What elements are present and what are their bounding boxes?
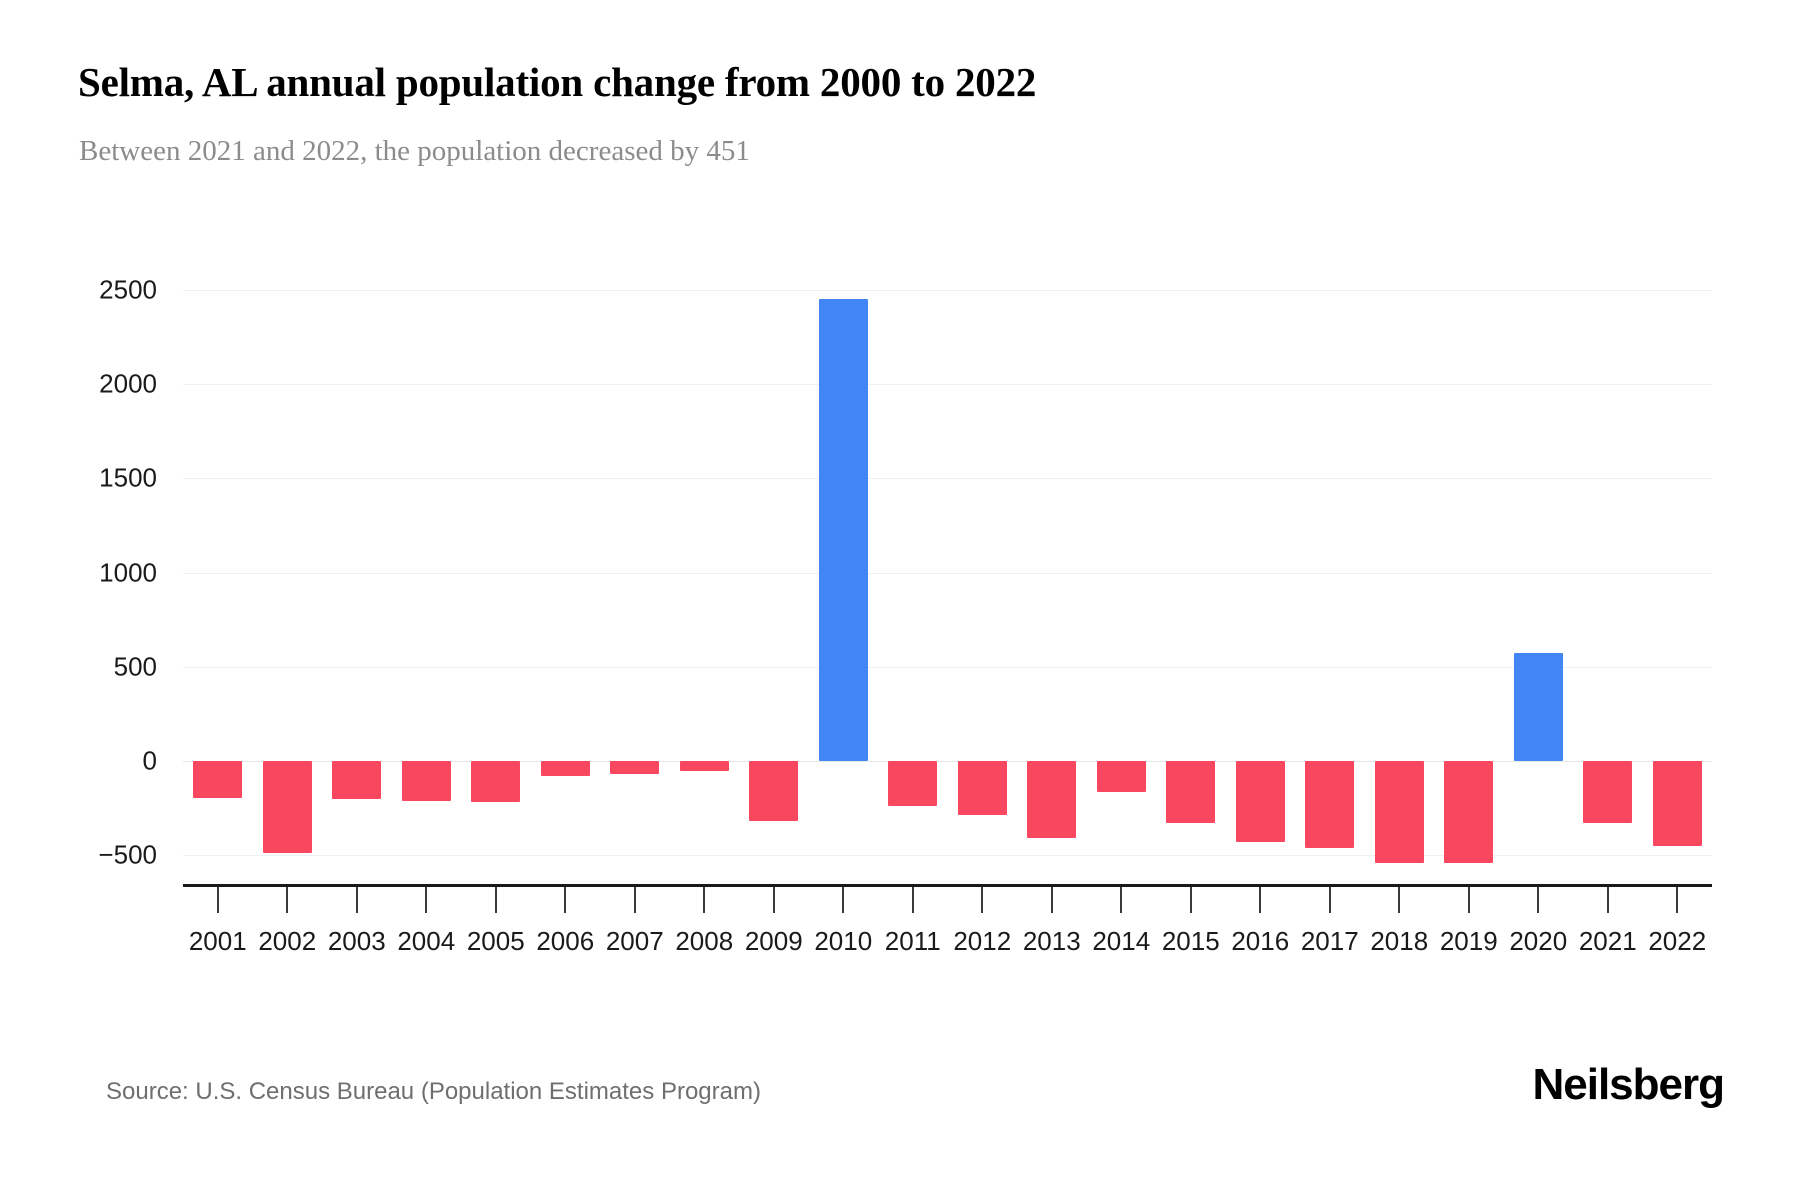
x-axis-tick (286, 887, 289, 913)
x-axis-tick (981, 887, 984, 913)
x-axis-tick-label: 2007 (605, 926, 664, 956)
x-axis-tick (1606, 887, 1609, 913)
x-axis-tick (633, 887, 636, 913)
x-axis-tick (1050, 887, 1053, 913)
x-axis-tick-label: 2011 (884, 926, 941, 956)
bar-2008[interactable] (679, 760, 729, 772)
y-axis-tick-label: 1500 (99, 462, 157, 493)
bar-2007[interactable] (610, 760, 660, 774)
x-axis-tick-label: 2014 (1092, 926, 1151, 956)
y-axis-tick-label: 0 (142, 745, 157, 776)
zero-line (183, 760, 1712, 762)
x-axis-tick-label: 2021 (1578, 926, 1637, 956)
gridline (183, 572, 1712, 574)
bar-2001[interactable] (193, 760, 243, 798)
x-axis-tick (425, 887, 428, 913)
x-axis-tick-label: 2022 (1648, 926, 1707, 956)
bar-2010[interactable] (818, 299, 868, 761)
x-axis-tick-label: 2017 (1300, 926, 1359, 956)
x-axis-tick-label: 2002 (258, 926, 317, 956)
x-axis-tick (911, 887, 914, 913)
brand-logo: Neilsberg (1532, 1060, 1725, 1109)
bar-2011[interactable] (888, 760, 938, 807)
x-axis-tick (772, 887, 775, 913)
y-axis-labels: 2500 2000 1500 1000 500 0 −500 (0, 275, 183, 870)
bar-2016[interactable] (1235, 760, 1285, 842)
bar-2022[interactable] (1652, 760, 1702, 846)
x-axis-tick (1189, 887, 1192, 913)
bar-2012[interactable] (957, 760, 1007, 815)
x-axis-tick (564, 887, 567, 913)
gridline (183, 666, 1712, 668)
x-axis-tick-label: 2012 (953, 926, 1012, 956)
x-axis-tick (494, 887, 497, 913)
x-axis-tick (216, 887, 219, 913)
x-axis-tick (1467, 887, 1470, 913)
x-axis-tick-label: 2015 (1161, 926, 1220, 956)
bar-2002[interactable] (262, 760, 312, 854)
x-axis-tick (703, 887, 706, 913)
x-axis-tick (1676, 887, 1679, 913)
y-axis-tick-label: 1000 (99, 557, 157, 587)
gridline (183, 478, 1712, 480)
bar-2003[interactable] (332, 760, 382, 800)
x-axis-tick-label: 2001 (188, 926, 247, 956)
chart-subtitle: Between 2021 and 2022, the population de… (79, 135, 750, 167)
x-axis-tick-label: 2006 (536, 926, 595, 956)
bar-2021[interactable] (1583, 760, 1633, 823)
plot-area (183, 290, 1712, 864)
bar-2005[interactable] (471, 760, 521, 803)
x-axis-tick-label: 2020 (1509, 926, 1568, 956)
x-axis-tick (1398, 887, 1401, 913)
y-axis-tick-label: 2000 (99, 368, 157, 399)
y-axis-tick-label: −500 (98, 839, 157, 870)
bar-2014[interactable] (1096, 760, 1146, 792)
x-axis-tick-label: 2018 (1370, 926, 1429, 956)
x-axis-tick (1328, 887, 1331, 913)
x-axis-tick (355, 887, 358, 913)
x-axis-tick-label: 2008 (675, 926, 734, 956)
gridline (183, 855, 1712, 856)
x-axis-tick (1120, 887, 1123, 913)
bar-series (183, 290, 1712, 864)
bar-2006[interactable] (540, 760, 590, 776)
y-axis-tick-label: 2500 (99, 274, 157, 305)
bar-2019[interactable] (1444, 760, 1494, 864)
x-axis-tick-label: 2016 (1231, 926, 1290, 956)
gridline (183, 384, 1712, 386)
x-axis-tick-label: 2010 (814, 926, 873, 956)
gridline (183, 290, 1712, 291)
x-axis-tick (1537, 887, 1540, 913)
page-title: Selma, AL annual population change from … (78, 59, 1037, 105)
bar-2020[interactable] (1513, 652, 1563, 761)
bar-2015[interactable] (1166, 760, 1216, 823)
bar-2009[interactable] (749, 760, 799, 822)
x-axis-line (183, 884, 1712, 887)
bar-2004[interactable] (401, 760, 451, 802)
x-axis-tick-label: 2019 (1439, 926, 1498, 956)
y-axis-tick-label: 500 (113, 651, 157, 682)
bar-2013[interactable] (1027, 760, 1077, 839)
x-axis-tick-label: 2005 (466, 926, 525, 956)
x-axis-tick (842, 887, 845, 913)
x-axis-tick (1259, 887, 1262, 913)
bar-2018[interactable] (1374, 760, 1424, 863)
x-axis-tick-label: 2004 (397, 926, 456, 956)
x-axis-tick-label: 2013 (1022, 926, 1081, 956)
bar-2017[interactable] (1305, 760, 1355, 849)
x-axis-tick-label: 2003 (327, 926, 386, 956)
x-axis-tick-label: 2009 (744, 926, 803, 956)
source-note: Source: U.S. Census Bureau (Population E… (106, 1078, 761, 1105)
